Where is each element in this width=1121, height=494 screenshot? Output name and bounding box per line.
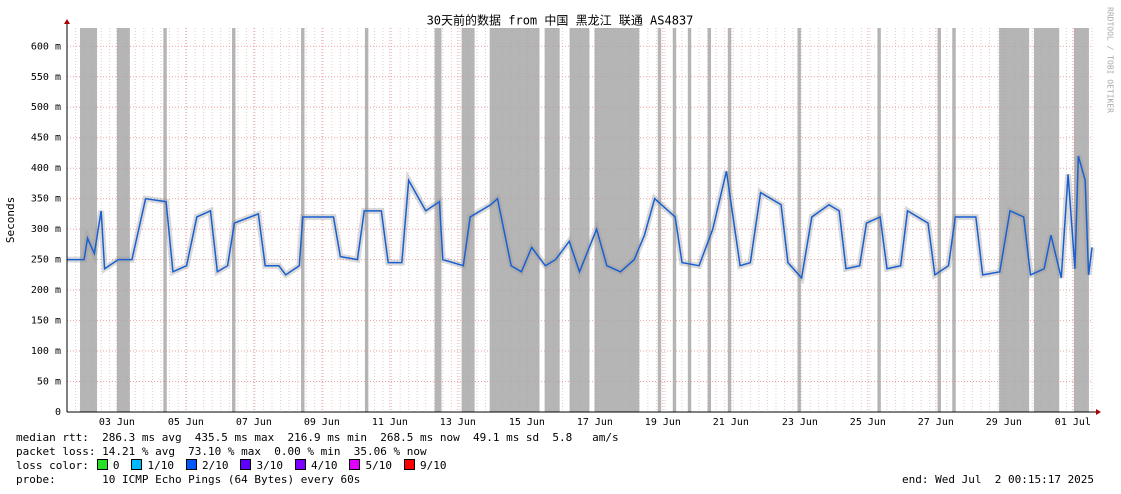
x-tick-label: 23 Jun xyxy=(782,417,818,428)
x-tick-label: 29 Jun xyxy=(986,417,1022,428)
end-time: end: Wed Jul 2 00:15:17 2025 xyxy=(902,473,1095,486)
x-tick-label: 17 Jun xyxy=(577,417,613,428)
x-tick-label: 11 Jun xyxy=(372,417,408,428)
x-tick-label: 07 Jun xyxy=(236,417,272,428)
y-tick-label: 600 m xyxy=(31,41,61,52)
legend-label: 5/10 xyxy=(365,459,392,472)
loss-span xyxy=(364,28,369,412)
x-tick-label: 09 Jun xyxy=(304,417,340,428)
loss-span xyxy=(116,28,130,412)
legend-label: 1/10 xyxy=(147,459,174,472)
legend-label: 9/10 xyxy=(419,459,447,472)
legend-swatch xyxy=(185,459,197,470)
loss-span xyxy=(79,28,98,412)
axis-arrow xyxy=(1096,409,1101,415)
chart: 30天前的数据 from 中国 黑龙江 联通 AS4837 Seconds RR… xyxy=(4,7,1115,428)
x-tick-label: 15 Jun xyxy=(509,417,545,428)
loss-span xyxy=(687,28,692,412)
loss-span xyxy=(1073,28,1089,412)
x-tick-label: 05 Jun xyxy=(168,417,204,428)
y-tick-label: 450 m xyxy=(31,133,61,144)
legend-swatch xyxy=(294,459,306,470)
legend-swatch xyxy=(131,459,143,470)
legend-swatch xyxy=(349,459,361,470)
side-note: RRDTOOL / TOBI OETIKER xyxy=(1106,7,1115,113)
loss-span xyxy=(461,28,475,412)
probe: probe: 10 ICMP Echo Pings (64 Bytes) eve… xyxy=(16,473,361,486)
legend-label: 0 xyxy=(112,459,120,472)
legend-label: 2/10 xyxy=(201,459,229,472)
stats-rtt: median rtt: 286.3 ms avg 435.5 ms max 21… xyxy=(16,431,619,444)
loss-legend: loss color: 0 1/10 2/10 3/10 4/10 5/10 9/10 xyxy=(16,459,446,473)
legend-label: 3/10 xyxy=(256,459,283,472)
chart-title: 30天前的数据 from 中国 黑龙江 联通 AS4837 xyxy=(427,13,694,28)
x-tick-label: 21 Jun xyxy=(713,417,749,428)
loss-span xyxy=(1033,28,1060,412)
loss-span xyxy=(569,28,590,412)
y-tick-label: 250 m xyxy=(31,255,61,266)
y-tick-label: 100 m xyxy=(31,346,61,357)
y-tick-label: 300 m xyxy=(31,224,61,235)
loss-legend-label: loss color: xyxy=(16,459,89,472)
y-tick-label: 200 m xyxy=(31,285,61,296)
loss-span xyxy=(877,28,881,412)
x-tick-label: 03 Jun xyxy=(99,417,135,428)
loss-span xyxy=(163,28,167,412)
y-axis-label: Seconds xyxy=(4,197,17,243)
loss-span xyxy=(232,28,236,412)
y-tick-label: 150 m xyxy=(31,316,61,327)
loss-span xyxy=(594,28,640,412)
loss-span xyxy=(707,28,712,412)
legend-swatch xyxy=(96,459,108,470)
x-tick-label: 01 Jul xyxy=(1055,417,1091,428)
y-tick-label: 350 m xyxy=(31,194,61,205)
loss-span xyxy=(434,28,442,412)
stats-loss: packet loss: 14.21 % avg 73.10 % max 0.0… xyxy=(16,445,427,458)
y-tick-label: 0 xyxy=(55,407,61,418)
x-tick-label: 13 Jun xyxy=(440,417,476,428)
loss-span xyxy=(727,28,732,412)
y-tick-label: 400 m xyxy=(31,163,61,174)
x-tick-label: 27 Jun xyxy=(918,417,954,428)
y-tick-label: 550 m xyxy=(31,72,61,83)
legend-swatch xyxy=(240,459,252,470)
loss-span xyxy=(489,28,540,412)
loss-span xyxy=(937,28,941,412)
x-tick-label: 19 Jun xyxy=(645,417,681,428)
loss-span xyxy=(657,28,662,412)
axis-arrow xyxy=(64,19,70,24)
y-tick-label: 50 m xyxy=(37,377,61,388)
x-tick-label: 25 Jun xyxy=(850,417,886,428)
loss-span xyxy=(672,28,677,412)
loss-span xyxy=(797,28,801,412)
legend-swatch xyxy=(403,459,415,470)
y-tick-label: 500 m xyxy=(31,102,61,113)
legend-label: 4/10 xyxy=(310,459,338,472)
median-line xyxy=(67,155,1093,280)
loss-span xyxy=(544,28,560,412)
loss-span xyxy=(952,28,956,412)
